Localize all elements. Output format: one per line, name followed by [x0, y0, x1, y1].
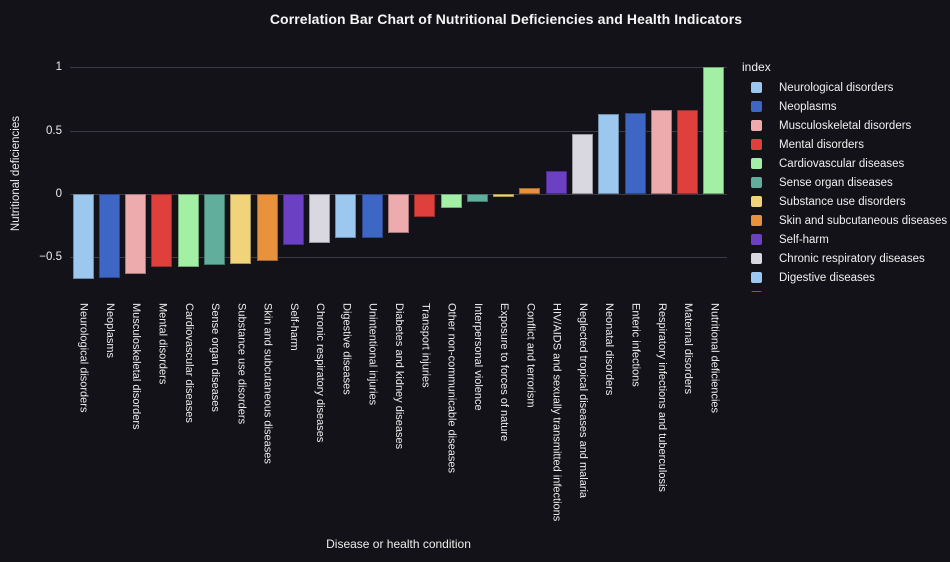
x-tick-label: Neurological disorders: [77, 303, 90, 413]
gridline: [70, 67, 727, 69]
legend-label: Cardiovascular diseases: [779, 157, 905, 170]
legend-swatch: [751, 82, 762, 93]
bar: [204, 194, 226, 265]
bar: [598, 114, 620, 194]
bar: [440, 194, 462, 208]
legend-label: Neurological disorders: [779, 81, 894, 94]
bar: [177, 194, 199, 268]
x-axis-title: Disease or health condition: [326, 537, 471, 551]
legend-item: Digestive diseases: [742, 268, 948, 287]
legend-item: Musculoskeletal disorders: [742, 116, 948, 135]
bar: [230, 194, 252, 264]
legend-item: Skin and subcutaneous diseases: [742, 211, 948, 230]
y-tick-label: 0.5: [46, 124, 62, 137]
bar: [282, 194, 304, 245]
legend-swatch: [751, 272, 762, 283]
bar: [125, 194, 147, 274]
x-tick-label: Cardiovascular diseases: [182, 303, 195, 423]
legend-label: Substance use disorders: [779, 195, 906, 208]
legend-swatch: [751, 234, 762, 245]
bar: [677, 110, 699, 194]
x-tick-label: Sense organ diseases: [209, 303, 222, 412]
legend-swatch: [751, 139, 762, 150]
bar: [545, 171, 567, 194]
x-tick-label: Neoplasms: [103, 303, 116, 359]
bar: [519, 187, 541, 194]
legend-item: [742, 287, 948, 292]
bar: [309, 194, 331, 244]
legend-swatch: [751, 215, 762, 226]
chart-title: Correlation Bar Chart of Nutritional Def…: [269, 11, 743, 27]
bar: [151, 194, 173, 268]
legend-item: Self-harm: [742, 230, 948, 249]
legend-label: Musculoskeletal disorders: [779, 119, 912, 132]
legend-swatch: [751, 177, 762, 188]
y-tick-label: 0: [55, 188, 62, 200]
x-tick-label: Neonatal disorders: [603, 303, 616, 396]
legend-label: Digestive diseases: [779, 271, 875, 284]
legend-item: Cardiovascular diseases: [742, 154, 948, 173]
x-tick-label: Neglected tropical diseases and malaria: [576, 303, 589, 499]
x-tick-label: Digestive diseases: [340, 303, 353, 395]
legend-label: Neoplasms: [779, 100, 837, 113]
x-tick-label: Mental disorders: [156, 303, 169, 385]
bar: [624, 112, 646, 194]
x-tick-label: Musculoskeletal disorders: [130, 303, 143, 430]
bar: [335, 194, 357, 239]
bar: [414, 194, 436, 217]
x-tick-label: Maternal disorders: [682, 303, 695, 395]
legend-swatch: [751, 291, 762, 292]
legend-label: Skin and subcutaneous diseases: [779, 214, 948, 227]
legend-item: Substance use disorders: [742, 192, 948, 211]
x-tick-label: Enteric infections: [629, 303, 642, 387]
bar: [493, 194, 515, 197]
legend-item: Chronic respiratory diseases: [742, 249, 948, 268]
x-tick-label: Interpersonal violence: [471, 303, 484, 411]
legend-label: Mental disorders: [779, 138, 865, 151]
legend-swatch: [751, 120, 762, 131]
bar: [466, 194, 488, 202]
legend-swatch: [751, 158, 762, 169]
legend-item: Mental disorders: [742, 135, 948, 154]
bar: [72, 194, 94, 279]
bar: [98, 194, 120, 278]
x-tick-label: Transport injuries: [419, 303, 432, 388]
x-tick-label: Nutritional deficiencies: [708, 303, 721, 414]
x-tick-label: Respiratory infections and tuberculosis: [655, 303, 668, 492]
x-tick-label: HIV/AIDS and sexually transmitted infect…: [550, 303, 563, 522]
bar: [703, 67, 725, 194]
legend-item: Sense organ diseases: [742, 173, 948, 192]
legend-label: Self-harm: [779, 233, 829, 246]
legend-swatch: [751, 196, 762, 207]
legend-title: index: [742, 60, 771, 74]
legend-items: Neurological disorders Neoplasms Musculosk…: [742, 78, 948, 292]
x-tick-label: Exposure to forces of nature: [498, 303, 511, 442]
x-tick-label: Skin and subcutaneous diseases: [261, 303, 274, 464]
bar: [650, 110, 672, 194]
legend-label: Chronic respiratory diseases: [779, 252, 925, 265]
x-tick-label: Diabetes and kidney diseases: [393, 303, 405, 450]
bar: [571, 134, 593, 194]
legend-label: Sense organ diseases: [779, 176, 893, 189]
x-tick-label: Chronic respiratory diseases: [314, 303, 327, 443]
legend-swatch: [751, 101, 762, 112]
legend-item: Neoplasms: [742, 97, 948, 116]
legend-item: Neurological disorders: [742, 78, 948, 97]
x-tick-label: Other non-communicable diseases: [445, 303, 458, 473]
x-tick-label: Conflict and terrorism: [524, 303, 537, 408]
legend: index Neurological disorders Neoplasms Mus…: [742, 60, 948, 292]
bar: [388, 194, 409, 234]
x-tick-label: Substance use disorders: [235, 303, 248, 425]
gridline: [70, 257, 727, 259]
legend-swatch: [751, 253, 762, 264]
x-tick-label: Self-harm: [287, 303, 300, 351]
plot-area: [70, 55, 727, 292]
y-tick-label: −0.5: [39, 251, 62, 264]
y-tick-label: 1: [55, 61, 62, 74]
bar: [256, 194, 278, 262]
gridline: [70, 130, 727, 132]
bar: [361, 194, 383, 239]
x-tick-label: Unintentional injuries: [366, 303, 379, 406]
